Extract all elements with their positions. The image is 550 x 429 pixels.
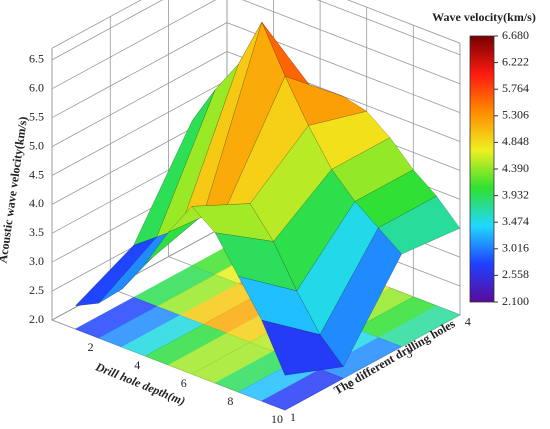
colorbar-tick-label: 4.848 xyxy=(502,134,529,148)
colorbar-tick-label: 2.100 xyxy=(502,294,529,308)
y-tick-label: 4 xyxy=(465,315,471,329)
z-tick-label: 5.5 xyxy=(29,109,44,123)
z-tick-label: 2.0 xyxy=(29,312,44,326)
x-tick-label: 6 xyxy=(181,376,187,390)
z-tick-label: 2.5 xyxy=(29,283,44,297)
z-tick-label: 6.0 xyxy=(29,81,44,95)
y-tick-label: 2 xyxy=(348,378,354,392)
y-tick-label: 3 xyxy=(407,346,413,360)
y-tick-label: 1 xyxy=(290,410,296,424)
colorbar-tick-label: 5.306 xyxy=(502,108,529,122)
colorbar-tick-label: 6.222 xyxy=(502,54,529,68)
x-tick-label: 10 xyxy=(271,412,283,424)
colorbar-tick-label: 6.680 xyxy=(502,28,529,42)
colorbar-tick-label: 2.558 xyxy=(502,267,529,281)
surface-cell xyxy=(377,195,461,255)
floor-cell xyxy=(261,369,344,411)
z-tick-label: 4.5 xyxy=(29,167,44,181)
colorbar-tick-label: 5.764 xyxy=(502,81,529,95)
colorbar-title: Wave velocity(km/s) xyxy=(432,10,536,24)
surface-cell xyxy=(261,319,344,376)
colorbar-tick-label: 3.932 xyxy=(502,187,529,201)
surface-cell xyxy=(319,227,402,368)
colorbar-tick-label: 3.016 xyxy=(502,241,529,255)
surface xyxy=(74,21,461,376)
z-tick-label: 5.0 xyxy=(29,138,44,152)
colorbar-tick-label: 4.390 xyxy=(502,161,529,175)
z-tick-label: 4.0 xyxy=(29,196,44,210)
x-tick-label: 4 xyxy=(134,358,140,372)
z-tick-label: 6.5 xyxy=(29,52,44,66)
colorbar xyxy=(469,35,495,303)
z-tick-label: 3.0 xyxy=(29,254,44,268)
z-axis-label: Acoustic wave velocity(km/s) xyxy=(0,116,30,264)
colorbar-tick-label: 3.474 xyxy=(502,214,529,228)
z-tick-label: 3.5 xyxy=(29,225,44,239)
x-tick-label: 8 xyxy=(227,394,233,408)
x-tick-label: 2 xyxy=(88,340,94,354)
